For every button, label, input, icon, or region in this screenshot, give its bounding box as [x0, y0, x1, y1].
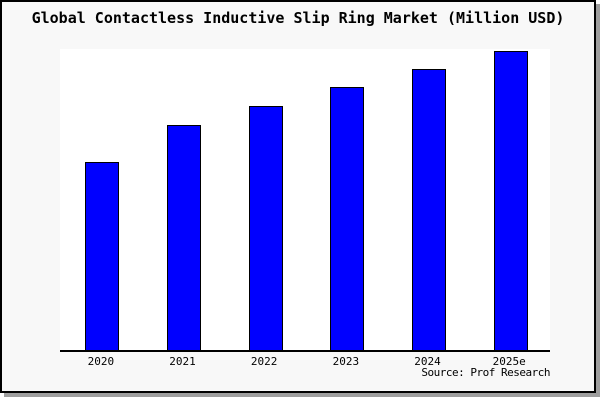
bar-2023: [330, 87, 365, 350]
x-tick-label-2021: 2021: [169, 355, 196, 368]
chart-frame: Global Contactless Inductive Slip Ring M…: [0, 0, 596, 393]
bar-2024: [412, 69, 446, 350]
chart-title: Global Contactless Inductive Slip Ring M…: [31, 9, 565, 27]
bar-2021: [167, 125, 201, 350]
x-tick-label-2025e: 2025e: [492, 355, 526, 368]
source-credit: Source: Prof Research: [421, 366, 550, 379]
x-tick-label-2023: 2023: [332, 355, 360, 368]
bar-2022: [248, 106, 283, 350]
plot-area: [60, 49, 550, 352]
x-tick-label-2020: 2020: [87, 355, 115, 368]
bar-2020: [85, 162, 120, 350]
x-tick-label-2024: 2024: [414, 355, 441, 368]
bar-2025e: [493, 51, 528, 350]
x-axis-labels: 2020 2021 2022 2023 2024 2025e: [60, 354, 550, 369]
x-tick-label-2022: 2022: [250, 355, 278, 368]
